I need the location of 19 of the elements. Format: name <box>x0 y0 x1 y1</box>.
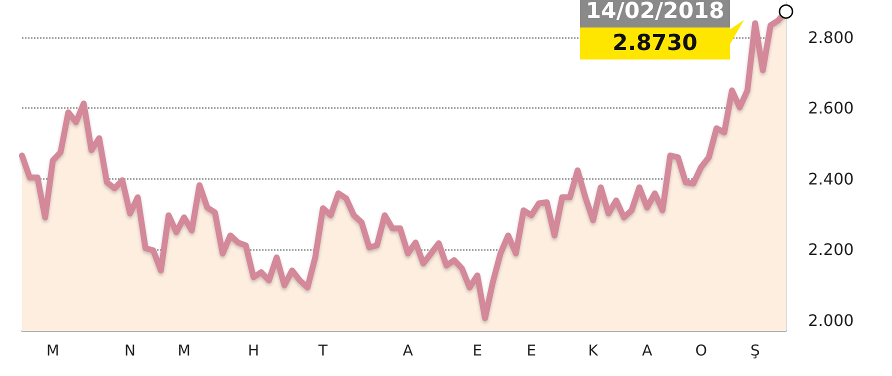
x-tick-label: N <box>124 342 136 360</box>
x-tick-label: M <box>178 342 191 360</box>
y-tick-label: 2.000 <box>808 310 854 330</box>
x-tick-label: E <box>472 342 482 360</box>
annotation: 2.8730 <box>612 31 698 56</box>
y-tick-label: 2.600 <box>808 98 854 118</box>
annotation: 14/02/2018 <box>586 0 724 24</box>
x-tick-label: A <box>402 342 414 360</box>
y-tick-label: 2.400 <box>808 169 854 188</box>
y-tick-label: 2.800 <box>808 28 854 47</box>
x-tick-label: A <box>642 342 653 360</box>
x-tick-label: Ş <box>750 342 760 360</box>
x-tick-label: M <box>46 342 60 360</box>
x-tick-label: E <box>526 342 536 360</box>
x-tick-label: H <box>248 342 260 360</box>
x-tick-label: T <box>317 342 328 360</box>
x-tick-label: O <box>695 342 708 360</box>
y-tick-label: 2.200 <box>808 240 854 260</box>
x-tick-label: K <box>588 342 600 360</box>
